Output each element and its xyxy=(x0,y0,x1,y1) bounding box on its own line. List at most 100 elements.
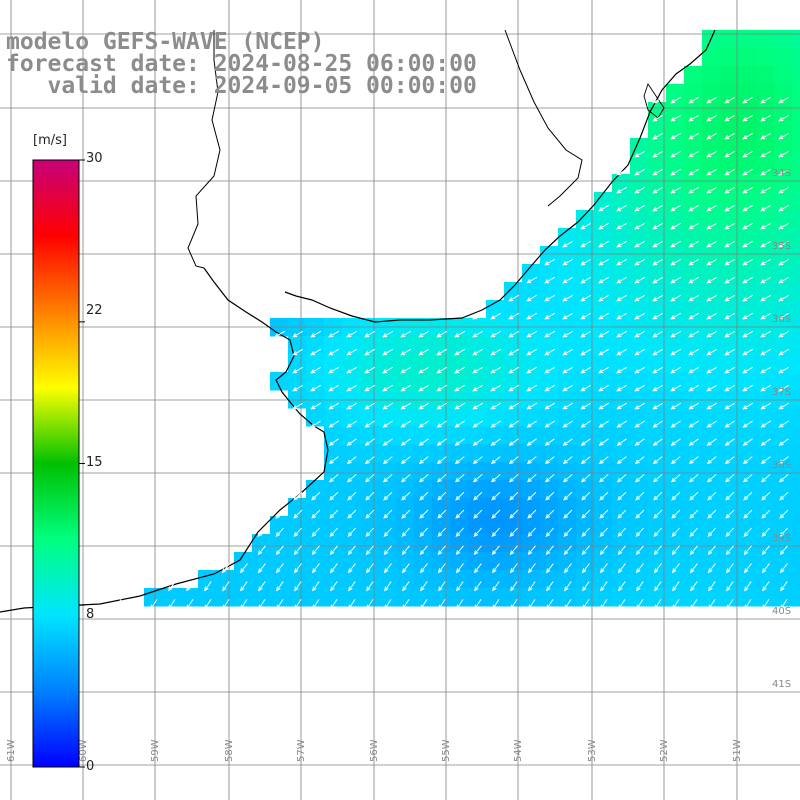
wind-speed-cell xyxy=(594,462,613,481)
wind-speed-cell xyxy=(594,354,613,373)
wind-arrow xyxy=(652,330,664,338)
wind-speed-cell xyxy=(792,30,800,49)
wind-arrow xyxy=(328,474,339,483)
wind-speed-cell xyxy=(738,264,757,283)
wind-speed-cell xyxy=(342,480,361,499)
wind-speed-cell xyxy=(594,498,613,517)
wind-arrow xyxy=(472,384,484,392)
wind-speed-cell xyxy=(432,570,451,589)
wind-arrow xyxy=(670,132,682,140)
colorbar-tick-15: 15 xyxy=(86,455,103,470)
wind-arrow xyxy=(562,456,573,465)
wind-speed-cell xyxy=(630,516,649,535)
wind-speed-cell xyxy=(666,102,685,121)
wind-speed-cell xyxy=(540,462,559,481)
wind-speed-cell xyxy=(360,588,379,607)
wind-speed-cell xyxy=(684,480,703,499)
wind-speed-cell xyxy=(216,588,235,607)
wind-speed-cell xyxy=(720,552,739,571)
wind-speed-cell xyxy=(720,264,739,283)
wind-arrow xyxy=(526,330,538,338)
wind-speed-cell xyxy=(306,372,325,391)
wind-arrow xyxy=(491,509,501,519)
wind-speed-cell xyxy=(666,210,685,229)
wind-speed-cell xyxy=(702,138,721,157)
wind-arrow xyxy=(310,330,322,338)
wind-arrow xyxy=(600,599,608,610)
wind-speed-cell xyxy=(756,534,775,553)
wind-speed-cell xyxy=(396,336,415,355)
wind-speed-cell xyxy=(288,516,307,535)
wind-speed-cell xyxy=(414,516,433,535)
wind-arrow xyxy=(580,474,591,483)
wind-speed-cell xyxy=(396,390,415,409)
wind-arrow xyxy=(364,438,375,446)
wind-arrow xyxy=(580,384,592,392)
wind-speed-cell xyxy=(432,498,451,517)
wind-arrow xyxy=(742,384,754,392)
wind-arrow xyxy=(634,366,646,374)
wind-speed-cell xyxy=(702,210,721,229)
wind-arrow xyxy=(706,114,718,122)
wind-speed-cell xyxy=(324,426,343,445)
wind-speed-cell xyxy=(414,552,433,571)
wind-arrow xyxy=(508,456,519,465)
wind-arrow xyxy=(311,563,320,574)
wind-arrow xyxy=(490,438,501,446)
wind-arrow xyxy=(778,96,790,104)
wind-speed-cell xyxy=(630,210,649,229)
lon-label: 61W xyxy=(6,739,17,762)
wind-arrow xyxy=(347,527,357,537)
wind-arrow xyxy=(616,222,628,230)
wind-arrow xyxy=(598,438,609,446)
wind-arrow xyxy=(706,132,718,140)
wind-speed-cell xyxy=(720,174,739,193)
wind-speed-cell xyxy=(792,408,800,427)
wind-speed-cell xyxy=(630,408,649,427)
wind-arrow xyxy=(652,294,664,302)
wind-speed-cell xyxy=(612,372,631,391)
wind-speed-cell xyxy=(558,300,577,319)
wind-speed-cell xyxy=(504,552,523,571)
wind-speed-cell xyxy=(684,228,703,247)
wind-arrow xyxy=(670,276,682,284)
wind-arrow xyxy=(526,438,537,446)
wind-arrow xyxy=(437,545,446,556)
wind-arrow xyxy=(222,581,230,592)
wind-speed-cell xyxy=(666,138,685,157)
wind-speed-cell xyxy=(666,354,685,373)
wind-arrow xyxy=(742,258,754,266)
wind-arrow xyxy=(508,384,520,392)
wind-speed-cell xyxy=(756,426,775,445)
wind-arrow xyxy=(762,599,770,610)
wind-arrow xyxy=(724,366,736,374)
wind-speed-cell xyxy=(270,372,289,391)
wind-speed-cell xyxy=(360,516,379,535)
wind-arrow xyxy=(706,402,717,410)
wind-speed-cell xyxy=(630,192,649,211)
wind-speed-cell xyxy=(738,408,757,427)
wind-arrow xyxy=(510,581,518,592)
wind-speed-cell xyxy=(396,534,415,553)
wind-speed-cell xyxy=(378,552,397,571)
wind-speed-cell xyxy=(540,408,559,427)
wind-arrow xyxy=(778,222,790,230)
wind-speed-cell xyxy=(792,48,800,67)
forecast-date: forecast date: 2024-08-25 06:00:00 xyxy=(6,51,477,77)
wind-arrow xyxy=(545,509,555,519)
wind-arrow xyxy=(634,402,645,410)
wind-arrow xyxy=(760,402,771,410)
wind-arrow xyxy=(384,581,392,592)
wind-speed-cell xyxy=(684,120,703,139)
wind-arrow xyxy=(671,545,680,556)
wind-speed-cell xyxy=(792,516,800,535)
wind-arrow xyxy=(689,563,698,574)
wind-arrow xyxy=(634,456,645,465)
wind-arrow xyxy=(562,258,574,266)
wind-arrow xyxy=(634,222,646,230)
wind-arrow xyxy=(293,563,302,574)
wind-arrow xyxy=(401,545,410,556)
wind-arrow xyxy=(617,563,626,574)
